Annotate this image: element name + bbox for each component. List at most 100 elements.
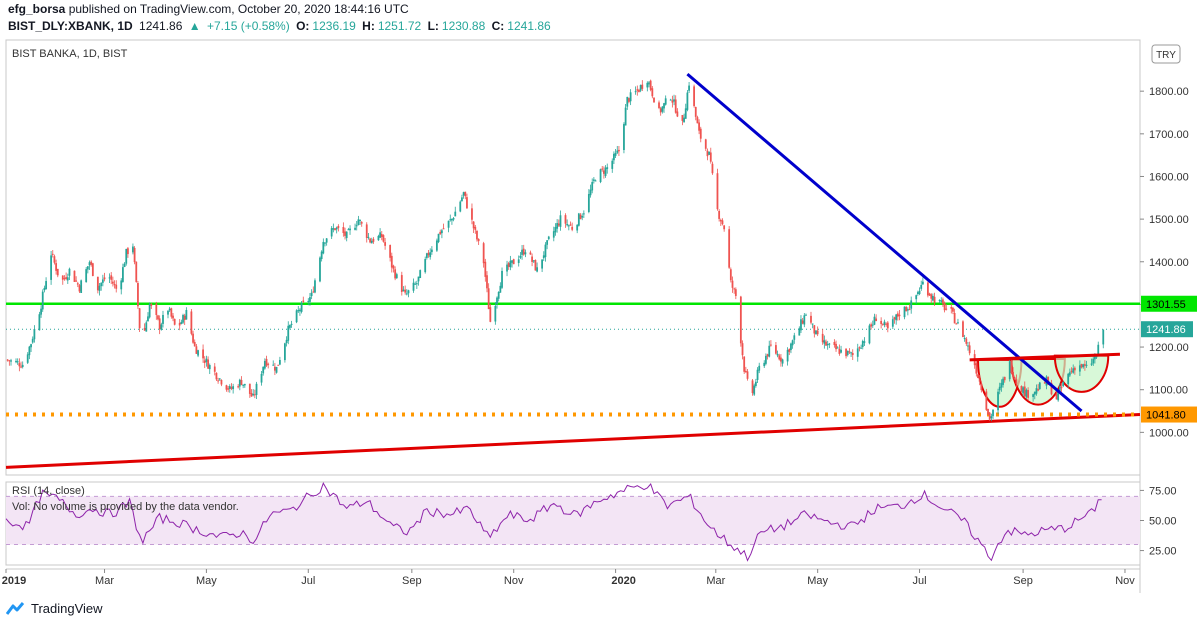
candle-body — [1027, 390, 1030, 398]
publish-info: efg_borsa published on TradingView.com, … — [8, 2, 409, 16]
rsi-band — [6, 496, 1140, 545]
candle-body — [661, 106, 664, 112]
candle-body — [1102, 329, 1105, 345]
candle-body — [1050, 382, 1053, 395]
candle-body — [803, 315, 806, 325]
candle-body — [451, 218, 453, 221]
candle-body — [400, 275, 403, 292]
candle-body — [987, 408, 989, 415]
candle-body — [195, 346, 198, 354]
candle-body — [1083, 364, 1086, 366]
candle-body — [452, 218, 455, 220]
candle-body — [521, 249, 523, 255]
candle-body — [474, 226, 477, 230]
candle-body — [591, 182, 594, 191]
chart-canvas[interactable]: 1000.001100.001200.001300.001400.001500.… — [0, 0, 1200, 600]
candle-body — [699, 128, 702, 139]
candle-body — [290, 323, 293, 325]
candle-body — [582, 213, 585, 215]
candle-body — [636, 89, 639, 91]
candle-body — [78, 285, 81, 292]
candle-body — [811, 323, 814, 325]
candle-body — [395, 274, 398, 279]
candle-body — [238, 379, 241, 387]
candle-body — [26, 354, 29, 363]
candle-body — [723, 225, 726, 230]
candle-body — [145, 322, 148, 332]
candle-body — [998, 386, 1001, 391]
candle-body — [289, 325, 291, 328]
candle-body — [1080, 364, 1083, 368]
candle-body — [833, 341, 836, 346]
candle-body — [417, 276, 420, 282]
candle-body — [262, 366, 265, 374]
candle-body — [628, 98, 630, 102]
candle-body — [312, 291, 315, 293]
candle-body — [611, 160, 614, 169]
candle-body — [309, 297, 311, 302]
close-label: C: — [491, 19, 505, 33]
candle-body — [220, 379, 223, 385]
candle-body — [253, 394, 256, 396]
candle-body — [218, 378, 221, 380]
candle-body — [462, 192, 465, 196]
candle-body — [1032, 394, 1035, 397]
candle-body — [766, 354, 769, 357]
rising-support-line — [5, 412, 1141, 469]
candle-body — [138, 308, 141, 329]
ticker-info: BIST_DLY:XBANK, 1D 1241.86 ▲ +7.15 (+0.5… — [8, 19, 554, 33]
candle-body — [577, 213, 580, 226]
candle-body — [489, 307, 492, 322]
candle-body — [793, 335, 796, 340]
candle-body — [404, 289, 407, 293]
candle-body — [449, 219, 452, 221]
low-value: 1230.88 — [441, 19, 486, 33]
candle-body — [718, 211, 721, 219]
price-tick-label: 1200.00 — [1149, 342, 1189, 354]
candle-body — [885, 323, 888, 325]
price-tick-label: 1800.00 — [1149, 86, 1189, 98]
candle-body — [337, 225, 340, 229]
candle-body — [606, 167, 609, 169]
candle-body — [1002, 378, 1004, 385]
candle-body — [487, 288, 490, 310]
candle-body — [314, 280, 316, 293]
candle-body — [554, 227, 557, 233]
candle-body — [673, 99, 675, 102]
candle-body — [360, 222, 363, 224]
candle-body — [524, 252, 527, 255]
candle-body — [791, 340, 794, 346]
candle-body — [663, 103, 665, 109]
candle-body — [805, 314, 807, 316]
candle-body — [536, 267, 538, 272]
candle-body — [1073, 367, 1076, 371]
candle-body — [556, 223, 559, 229]
candle-body — [86, 266, 89, 270]
candle-body — [120, 280, 123, 290]
tradingview-branding[interactable]: TradingView — [6, 601, 103, 616]
candle-body — [394, 269, 397, 279]
candle-body — [1003, 376, 1006, 381]
candle-body — [155, 303, 158, 315]
open-label: O: — [296, 19, 310, 33]
candle-body — [1062, 381, 1065, 387]
publisher-name[interactable]: efg_borsa — [8, 2, 66, 16]
candle-body — [708, 151, 711, 155]
candle-body — [51, 253, 54, 255]
candle-body — [330, 228, 333, 237]
candle-body — [532, 260, 535, 262]
candle-body — [137, 283, 139, 307]
candle-body — [76, 283, 79, 285]
support-price-label: 1041.80 — [1146, 410, 1186, 422]
candle-body — [45, 281, 47, 290]
candle-body — [731, 280, 734, 288]
candle-body — [823, 340, 826, 344]
candle-body — [55, 263, 58, 271]
candle-body — [430, 249, 433, 253]
candle-body — [728, 229, 731, 268]
candle-body — [778, 355, 781, 360]
candle-body — [10, 360, 12, 362]
candle-body — [1015, 379, 1018, 384]
candle-body — [207, 359, 209, 369]
candle-body — [21, 364, 24, 368]
